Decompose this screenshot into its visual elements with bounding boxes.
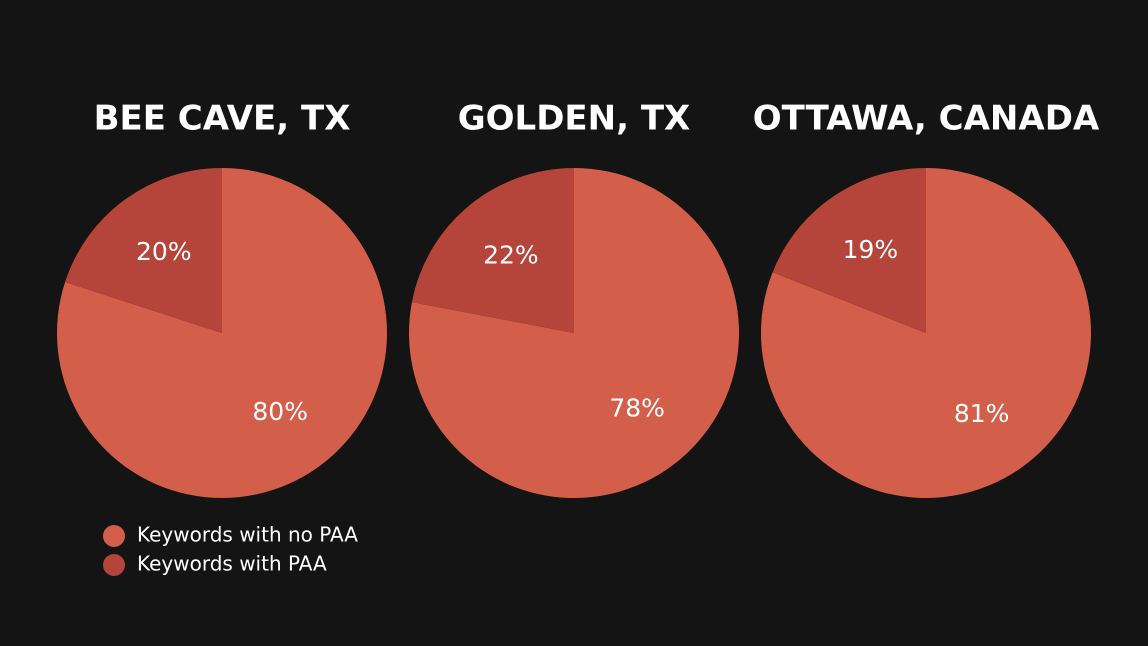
chart-title: GOLDEN, TX [458,99,691,139]
chart-title: BEE CAVE, TX [94,99,351,139]
data-label: 78% [609,393,665,422]
data-label: 19% [843,235,899,264]
chart-title: OTTAWA, CANADA [753,99,1100,139]
data-label: 80% [252,397,308,426]
pie-slice [772,168,926,333]
pie-slice [411,168,574,333]
data-label: 20% [136,237,192,266]
legend-marker [103,525,125,547]
pie-slice [56,168,387,498]
pie-slice [761,168,1091,499]
legend-label: Keywords with no PAA [137,523,358,547]
pie-slice [65,168,222,333]
data-label: 81% [954,399,1010,428]
legend-label: Keywords with PAA [137,552,327,576]
data-label: 22% [483,241,539,270]
legend-marker [103,554,125,576]
